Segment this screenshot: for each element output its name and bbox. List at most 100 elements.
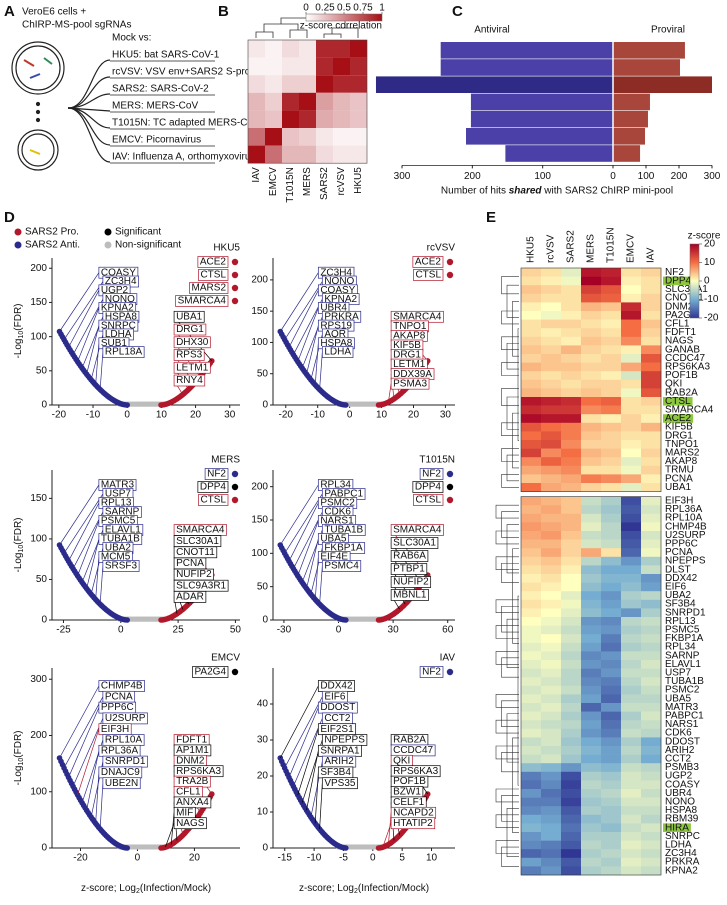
x-tick-label: 0	[347, 410, 353, 421]
heatmap-cell	[581, 582, 602, 592]
gene-label: LDHA	[324, 347, 351, 358]
leader-line	[306, 750, 319, 811]
heatmap-cell	[541, 780, 562, 790]
gene-label: CNOT11	[176, 547, 215, 558]
row-highlight	[663, 397, 693, 406]
heatmap-cell	[561, 814, 582, 824]
gene-label: COASY	[320, 285, 355, 296]
dendrogram	[506, 454, 519, 482]
heatmap-cell	[561, 694, 582, 704]
gene-label: SMARCA4	[176, 525, 225, 536]
dendrogram	[512, 301, 519, 357]
heatmap-cell	[601, 591, 622, 601]
heatmap-cell	[561, 474, 582, 484]
heatmap-cell	[541, 857, 562, 867]
row-label: FDFT1	[665, 327, 697, 338]
dendrogram	[501, 448, 519, 462]
point-top	[446, 258, 454, 266]
heatmap-cell	[541, 457, 562, 467]
gene-label: DRG1	[176, 324, 204, 335]
x-tick-label: 300	[704, 171, 721, 182]
point-top	[446, 470, 454, 478]
gene-label: CCT2	[324, 713, 351, 724]
x-tick-label: 25	[173, 625, 185, 636]
heatmap-cell	[601, 268, 622, 277]
x-tick-label: -25	[56, 625, 71, 636]
heatmap-cell	[581, 591, 602, 601]
leader-line	[77, 520, 100, 576]
heatmap-cell	[561, 574, 582, 583]
heatmap-cell	[541, 582, 562, 592]
heatmap-cell	[561, 625, 582, 635]
heatmap-cell	[581, 371, 602, 381]
heatmap-cell	[541, 591, 562, 601]
y-tick-label: 20	[257, 771, 269, 782]
leader-line	[284, 696, 323, 769]
gene-label: SF3B4	[320, 767, 351, 778]
heatmap-cell	[581, 763, 602, 773]
plot-title: T1015N	[419, 455, 455, 466]
heatmap-cell	[641, 849, 662, 859]
y-tick-label: 100	[251, 337, 268, 348]
row-label: QKI	[665, 379, 682, 390]
row-label: TNPO1	[665, 439, 699, 450]
heatmap-cell	[248, 57, 265, 76]
heatmap-cell	[521, 591, 542, 601]
heatmap-cell	[601, 354, 622, 363]
heatmap-cell	[581, 457, 602, 467]
column-label: IAV	[251, 167, 262, 183]
gene-label: HTATIP2	[393, 818, 433, 829]
heatmap-cell	[541, 336, 562, 346]
colorbar-tick-label: 1	[379, 3, 385, 14]
heatmap-cell	[541, 496, 562, 506]
mock-label: Mock vs:	[112, 33, 151, 44]
gene-label-box	[198, 269, 229, 281]
heatmap-cell	[581, 556, 602, 566]
row-label: TRMU	[665, 465, 694, 476]
heatmap-cell	[282, 128, 299, 146]
heatmap-cell	[561, 703, 582, 712]
point-anti	[343, 402, 349, 408]
heatmap-cell	[521, 405, 542, 415]
row-label: PCNA	[665, 473, 693, 484]
plot-title: rcVSV	[427, 243, 456, 254]
heatmap-cell	[521, 608, 542, 618]
heatmap-cell	[561, 608, 582, 618]
leader-line	[297, 520, 319, 576]
y-tick-label: 150	[30, 297, 47, 308]
heatmap-cell	[561, 565, 582, 575]
point-top	[231, 258, 239, 266]
heatmap-cell	[561, 746, 582, 755]
gene-label: EIF3H	[101, 724, 129, 735]
legend-label: SARS2 Pro.	[25, 227, 79, 238]
heatmap-cell	[521, 397, 542, 406]
heatmap-cell	[350, 145, 367, 164]
y-tick-label: 200	[251, 275, 268, 286]
heatmap-cell	[621, 388, 642, 398]
dendrogram	[495, 625, 519, 639]
heatmap-cell	[641, 694, 662, 704]
leader-line	[77, 729, 100, 795]
heatmap-cell	[521, 574, 542, 583]
heatmap-cell	[601, 866, 622, 876]
gene-label: EIF6	[324, 691, 346, 702]
heatmap-cell	[282, 110, 299, 128]
heatmap-cell	[561, 642, 582, 652]
heatmap-cell	[621, 354, 642, 363]
heatmap-cell	[333, 128, 350, 146]
gene-label: ELAVL1	[105, 525, 141, 536]
heatmap-cell	[601, 634, 622, 644]
gene-label: RPL13	[101, 498, 132, 509]
heatmap-cell	[641, 379, 662, 389]
column-label: T1015N	[606, 227, 617, 263]
heatmap-cell	[621, 754, 642, 764]
y-tick-label: 0	[262, 843, 268, 854]
heatmap-cell	[316, 75, 333, 93]
x-tick-label: 100	[638, 171, 655, 182]
leader-line	[293, 298, 323, 355]
y-tick-label: 100	[30, 534, 47, 545]
heatmap-cell	[521, 720, 542, 730]
axis-label-part: -Log	[13, 339, 24, 359]
gene-label: KPNA2	[101, 303, 134, 314]
gene-label: PPP6C	[101, 702, 134, 713]
